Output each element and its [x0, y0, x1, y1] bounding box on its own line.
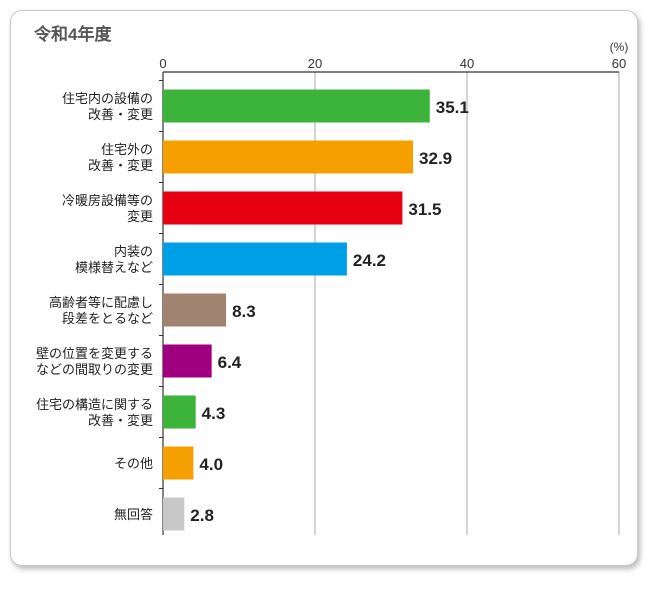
category-label: 高齢者等に配慮し段差をとるなど [49, 295, 153, 326]
bar [163, 344, 212, 378]
category-label: 住宅外の改善・変更 [88, 142, 153, 173]
x-tick-label: 40 [460, 56, 474, 71]
unit-label: (%) [610, 40, 629, 54]
chart-title: 令和4年度 [34, 24, 112, 44]
bars [163, 89, 430, 531]
category-labels: 住宅内の設備の改善・変更住宅外の改善・変更冷暖房設備等の変更内装の模様替えなど高… [36, 91, 153, 522]
value-label: 32.9 [419, 149, 452, 168]
value-label: 2.8 [190, 506, 214, 525]
value-label: 24.2 [353, 251, 386, 270]
category-label: 壁の位置を変更するなどの間取りの変更 [36, 346, 153, 377]
bar [163, 89, 430, 123]
value-label: 4.3 [202, 404, 226, 423]
category-label: 住宅内の設備の改善・変更 [62, 91, 153, 122]
category-label: 無回答 [114, 507, 153, 522]
bar [163, 497, 185, 531]
bar [163, 242, 347, 276]
category-label: 内装の模様替えなど [75, 244, 153, 275]
bar [163, 293, 227, 327]
value-label: 35.1 [436, 98, 469, 117]
value-label: 4.0 [199, 455, 223, 474]
value-label: 31.5 [408, 200, 441, 219]
category-label: その他 [114, 456, 153, 471]
x-axis-ticks: 0 20 40 60 [159, 56, 626, 71]
category-label: 冷暖房設備等の変更 [62, 193, 153, 224]
value-labels: 35.1 32.9 31.5 24.2 8.3 6.4 4.3 4.0 2.8 [190, 98, 469, 525]
bar [163, 191, 403, 225]
category-label: 住宅の構造に関する改善・変更 [36, 397, 153, 428]
value-label: 8.3 [232, 302, 256, 321]
x-tick-label: 20 [308, 56, 322, 71]
bar [163, 140, 414, 174]
x-tick-label: 60 [612, 56, 626, 71]
bar [163, 395, 196, 429]
x-tick-label: 0 [159, 56, 166, 71]
value-label: 6.4 [218, 353, 242, 372]
bar [163, 446, 194, 480]
